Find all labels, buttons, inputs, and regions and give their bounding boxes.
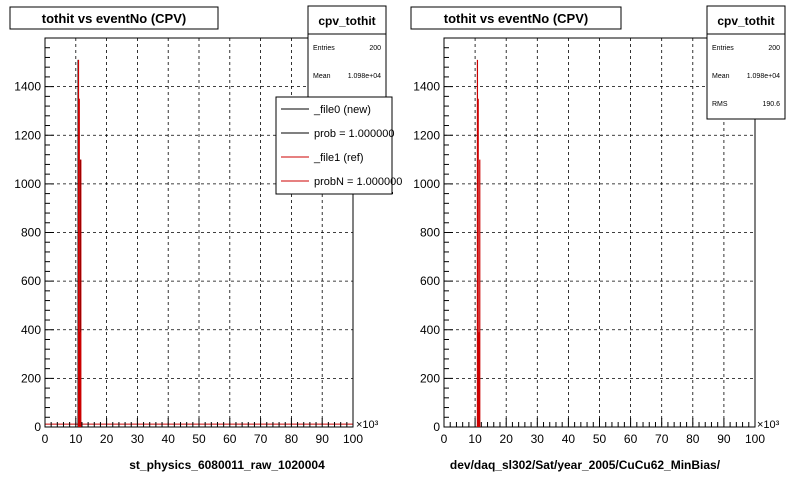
left-stats-mean-label: Mean	[313, 73, 331, 80]
right-stats-entries-label: Entries	[712, 45, 734, 52]
x-tick-label: 30	[531, 432, 545, 446]
x-tick-label: 40	[162, 432, 176, 446]
left-stats-entries-label: Entries	[313, 45, 335, 52]
y-tick-label: 800	[420, 226, 440, 240]
x-tick-label: 60	[223, 432, 237, 446]
left-title-box	[9, 6, 219, 30]
y-tick-label: 0	[34, 420, 41, 434]
right-stats-box: cpv_tothit Entries 200 Mean 1.098e+04 RM…	[706, 5, 786, 120]
y-tick-label: 200	[21, 371, 41, 385]
left-x-axis-label: st_physics_6080011_raw_1020004	[129, 458, 325, 472]
right-stats-rms-label: RMS	[712, 101, 728, 108]
right-panel: tothit vs eventNo (CPV) 0 10 20 30 40 50 60 70 8…	[410, 5, 786, 472]
x-tick-label: 50	[192, 432, 206, 446]
x-tick-label: 60	[624, 432, 638, 446]
x-tick-label: 100	[745, 432, 765, 446]
y-tick-label: 1400	[14, 80, 41, 94]
right-plot-area: 0 10 20 30 40 50 60 70 80 90 100020040060080010001…	[413, 37, 765, 446]
right-stats-rms-value: 190.6	[762, 101, 780, 108]
y-tick-label: 0	[433, 420, 440, 434]
legend-label-file1: _file1 (ref)	[313, 152, 364, 164]
x-tick-label: 0	[42, 432, 49, 446]
y-tick-label: 1400	[413, 80, 440, 94]
right-stats-name: cpv_tothit	[717, 14, 774, 28]
legend-label-file0: _file0 (new)	[313, 104, 371, 116]
left-stats-mean-value: 1.098e+04	[348, 73, 381, 80]
left-panel-title: tothit vs eventNo (CPV)	[42, 11, 186, 26]
x-tick-label: 100	[343, 432, 363, 446]
x-tick-label: 70	[655, 432, 669, 446]
x-tick-label: 50	[593, 432, 607, 446]
legend-label-prob: prob = 1.000000	[314, 128, 394, 140]
left-stats-box: cpv_tothit Entries 200 Mean 1.098e+04	[307, 5, 387, 111]
left-x-multiplier: ×10³	[356, 419, 379, 431]
x-tick-label: 80	[285, 432, 299, 446]
y-tick-label: 1000	[413, 177, 440, 191]
left-legend: _file0 (new) prob = 1.000000 _file1 (ref…	[275, 96, 402, 195]
right-panel-title: tothit vs eventNo (CPV)	[444, 11, 588, 26]
left-stats-name: cpv_tothit	[318, 14, 375, 28]
legend-label-probn: probN = 1.000000	[314, 176, 402, 188]
right-x-multiplier: ×10³	[757, 419, 780, 431]
left-panel: tothit vs eventNo (CPV) 0 10 20 30 40 50 60 70 8…	[9, 5, 402, 472]
x-tick-label: 20	[100, 432, 114, 446]
x-tick-label: 70	[254, 432, 268, 446]
x-tick-label: 40	[562, 432, 576, 446]
right-title-box	[410, 6, 622, 30]
x-tick-label: 90	[717, 432, 731, 446]
right-stats-mean-value: 1.098e+04	[747, 73, 780, 80]
y-tick-label: 1200	[14, 128, 41, 142]
x-tick-label: 90	[316, 432, 330, 446]
x-tick-label: 20	[500, 432, 514, 446]
y-tick-label: 1200	[413, 128, 440, 142]
y-tick-label: 400	[21, 323, 41, 337]
right-stats-entries-value: 200	[768, 45, 780, 52]
y-tick-label: 400	[420, 323, 440, 337]
y-tick-label: 600	[420, 274, 440, 288]
y-tick-label: 800	[21, 226, 41, 240]
x-tick-label: 10	[69, 432, 83, 446]
right-x-axis-label: dev/daq_sl302/Sat/year_2005/CuCu62_MinBi…	[450, 458, 721, 472]
y-tick-label: 1000	[14, 177, 41, 191]
right-stats-mean-label: Mean	[712, 73, 730, 80]
y-tick-label: 600	[21, 274, 41, 288]
x-tick-label: 80	[686, 432, 700, 446]
x-tick-label: 30	[131, 432, 145, 446]
left-stats-entries-value: 200	[369, 45, 381, 52]
x-tick-label: 10	[468, 432, 482, 446]
x-tick-label: 0	[441, 432, 448, 446]
y-tick-label: 200	[420, 371, 440, 385]
